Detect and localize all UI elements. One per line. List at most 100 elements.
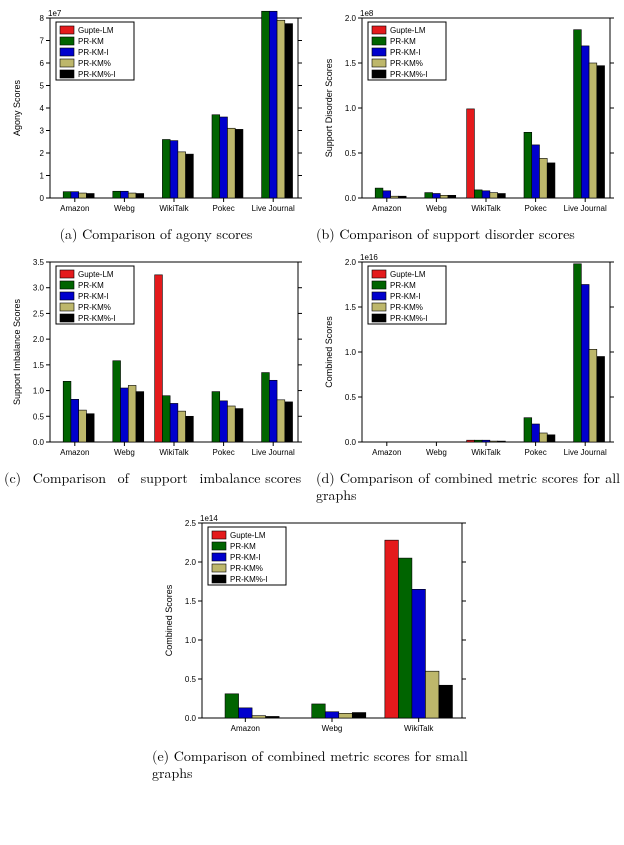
svg-text:3.0: 3.0: [33, 283, 45, 292]
svg-text:WikiTalk: WikiTalk: [159, 448, 189, 457]
svg-text:PR-KM%: PR-KM%: [78, 59, 111, 68]
caption-b: (b) Comparison of support disorder score…: [316, 226, 620, 244]
svg-text:PR-KM%-I: PR-KM%-I: [390, 314, 428, 323]
svg-text:Gupte-LM: Gupte-LM: [390, 26, 426, 35]
svg-text:1.0: 1.0: [33, 386, 45, 395]
svg-text:Pokec: Pokec: [212, 448, 234, 457]
svg-text:2.0: 2.0: [345, 14, 357, 23]
svg-text:WikiTalk: WikiTalk: [159, 204, 189, 213]
svg-text:PR-KM%-I: PR-KM%-I: [78, 314, 116, 323]
svg-text:PR-KM-I: PR-KM-I: [390, 48, 421, 57]
svg-text:Pokec: Pokec: [524, 204, 546, 213]
svg-text:PR-KM-I: PR-KM-I: [230, 553, 261, 562]
svg-text:0.5: 0.5: [345, 149, 357, 158]
svg-text:2.5: 2.5: [33, 309, 45, 318]
svg-text:8: 8: [40, 14, 45, 23]
caption-d: (d) Comparison of combined metric scores…: [316, 470, 620, 505]
svg-text:2.0: 2.0: [33, 335, 45, 344]
svg-text:PR-KM: PR-KM: [78, 37, 104, 46]
svg-text:2.0: 2.0: [345, 258, 357, 267]
svg-text:Gupte-LM: Gupte-LM: [230, 531, 266, 540]
svg-text:1.0: 1.0: [345, 104, 357, 113]
svg-text:Amazon: Amazon: [60, 448, 89, 457]
svg-text:PR-KM-I: PR-KM-I: [390, 292, 421, 301]
svg-text:Webg: Webg: [426, 448, 447, 457]
svg-text:Support Disorder Scores: Support Disorder Scores: [324, 58, 334, 157]
svg-text:1.5: 1.5: [33, 360, 45, 369]
svg-text:Pokec: Pokec: [524, 448, 546, 457]
svg-text:3: 3: [40, 127, 45, 136]
svg-text:Combined Scores: Combined Scores: [164, 584, 174, 656]
svg-text:1.0: 1.0: [185, 636, 197, 645]
svg-text:WikiTalk: WikiTalk: [471, 448, 501, 457]
svg-text:PR-KM%-I: PR-KM%-I: [390, 70, 428, 79]
svg-text:Agony Scores: Agony Scores: [12, 79, 22, 136]
svg-text:2: 2: [40, 149, 45, 158]
svg-text:PR-KM%-I: PR-KM%-I: [230, 575, 268, 584]
svg-text:PR-KM%-I: PR-KM%-I: [78, 70, 116, 79]
svg-text:WikiTalk: WikiTalk: [471, 204, 501, 213]
svg-text:Support Imbalance Scores: Support Imbalance Scores: [12, 298, 22, 405]
svg-text:3.5: 3.5: [33, 258, 45, 267]
svg-text:7: 7: [40, 37, 45, 46]
caption-e: (e) Comparison of combined metric scores…: [152, 748, 472, 783]
svg-text:0.0: 0.0: [345, 438, 357, 447]
svg-text:WikiTalk: WikiTalk: [404, 724, 434, 733]
svg-text:1e8: 1e8: [360, 9, 374, 18]
svg-text:1.5: 1.5: [185, 597, 197, 606]
svg-text:1e14: 1e14: [200, 514, 218, 523]
svg-text:1e7: 1e7: [48, 9, 62, 18]
svg-text:Amazon: Amazon: [231, 724, 260, 733]
svg-text:PR-KM-I: PR-KM-I: [78, 48, 109, 57]
svg-text:0.5: 0.5: [33, 412, 45, 421]
svg-text:PR-KM%: PR-KM%: [230, 564, 263, 573]
svg-text:PR-KM%: PR-KM%: [78, 303, 111, 312]
svg-text:Webg: Webg: [426, 204, 447, 213]
svg-text:Amazon: Amazon: [372, 448, 401, 457]
svg-text:PR-KM: PR-KM: [78, 281, 104, 290]
svg-text:PR-KM: PR-KM: [390, 281, 416, 290]
svg-text:Gupte-LM: Gupte-LM: [78, 26, 114, 35]
svg-text:1.5: 1.5: [345, 303, 357, 312]
svg-text:Amazon: Amazon: [60, 204, 89, 213]
svg-text:Webg: Webg: [114, 448, 135, 457]
svg-text:5: 5: [40, 82, 45, 91]
svg-text:PR-KM: PR-KM: [230, 542, 256, 551]
svg-text:2.5: 2.5: [185, 519, 197, 528]
svg-text:Gupte-LM: Gupte-LM: [390, 270, 426, 279]
svg-text:0: 0: [40, 194, 45, 203]
svg-text:PR-KM%: PR-KM%: [390, 303, 423, 312]
svg-text:Combined Scores: Combined Scores: [324, 315, 334, 387]
chart-support-imbalance: 0.0 0.5 1.0 1.5 2.0 2.5 3.0 3.5 Support Imbalanc…: [6, 250, 306, 468]
svg-text:Live Journal: Live Journal: [564, 204, 607, 213]
svg-text:PR-KM: PR-KM: [390, 37, 416, 46]
svg-text:Webg: Webg: [322, 724, 343, 733]
svg-text:0.0: 0.0: [33, 438, 45, 447]
caption-c: (c) Comparison of support imbalance scor…: [4, 470, 308, 488]
svg-text:4: 4: [40, 104, 45, 113]
chart-support-disorder: 0.0 0.5 1.0 1.5 2.01e8 Support Disorder Score…: [318, 6, 618, 224]
svg-text:0.5: 0.5: [345, 393, 357, 402]
svg-text:Amazon: Amazon: [372, 204, 401, 213]
svg-text:Pokec: Pokec: [212, 204, 234, 213]
svg-text:PR-KM-I: PR-KM-I: [78, 292, 109, 301]
svg-text:1.0: 1.0: [345, 348, 357, 357]
svg-text:2.0: 2.0: [185, 558, 197, 567]
svg-text:Live Journal: Live Journal: [252, 204, 295, 213]
svg-text:Live Journal: Live Journal: [252, 448, 295, 457]
svg-text:PR-KM%: PR-KM%: [390, 59, 423, 68]
svg-text:Webg: Webg: [114, 204, 135, 213]
chart-combined-all: 0.0 0.5 1.0 1.5 2.01e16 Combined Scores Amazon…: [318, 250, 618, 468]
svg-text:Gupte-LM: Gupte-LM: [78, 270, 114, 279]
caption-a: (a) Comparison of agony scores: [4, 226, 308, 244]
chart-agony: 0 1 2 3 4 5 6 7 81e7 Agony Scores Amazon Webg WikiTa…: [6, 6, 306, 224]
svg-text:1: 1: [40, 172, 45, 181]
svg-text:6: 6: [40, 59, 45, 68]
chart-combined-small: 0.0 0.5 1.0 1.5 2.0 2.51e14 Combined Scores Ama…: [152, 511, 472, 746]
svg-text:0.5: 0.5: [185, 675, 197, 684]
svg-text:0.0: 0.0: [345, 194, 357, 203]
svg-text:0.0: 0.0: [185, 714, 197, 723]
svg-text:1e16: 1e16: [360, 253, 378, 262]
svg-text:1.5: 1.5: [345, 59, 357, 68]
svg-text:Live Journal: Live Journal: [564, 448, 607, 457]
